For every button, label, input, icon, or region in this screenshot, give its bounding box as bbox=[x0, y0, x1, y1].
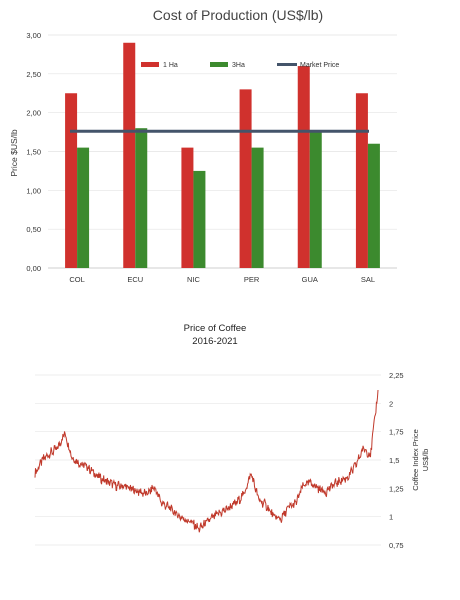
chart1-bar-col-3ha bbox=[77, 147, 90, 268]
chart2-y-tick-label: 1 bbox=[389, 513, 393, 522]
chart1-y-tick-label: 0,50 bbox=[26, 225, 41, 234]
chart2-y-tick-label: 2,25 bbox=[389, 371, 404, 380]
chart1-x-tick-label: GUA bbox=[302, 275, 318, 284]
legend-label-3ha: 3Ha bbox=[232, 62, 245, 69]
chart1-bar-gua-3ha bbox=[309, 132, 322, 268]
coffee-price-line bbox=[34, 389, 379, 533]
chart1-y-tick-label: 1,50 bbox=[26, 148, 41, 157]
chart1-bar-ecu-1ha bbox=[123, 42, 136, 269]
chart1-x-tick-label: PER bbox=[244, 275, 260, 284]
price-of-coffee-chart: Price of Coffee 2016-2021 0,75 1 1,25 1,5 1,… bbox=[34, 323, 430, 550]
chart2-subtitle: 2016-2021 bbox=[192, 336, 237, 347]
chart1-bar-sal-1ha bbox=[355, 93, 368, 268]
legend-swatch-3ha bbox=[210, 62, 228, 67]
chart2-y-axis-label-line2: US$/lb bbox=[421, 449, 430, 472]
chart1-y-tick-label: 0,00 bbox=[26, 264, 41, 273]
cost-of-production-chart: Cost of Production (US$/lb) Price $US/lb… bbox=[9, 7, 397, 284]
chart1-x-tick-label: ECU bbox=[127, 275, 143, 284]
chart1-y-tick-label: 2,00 bbox=[26, 109, 41, 118]
chart2-y-tick-label: 1,75 bbox=[389, 428, 404, 437]
chart2-title: Price of Coffee bbox=[184, 323, 247, 334]
chart1-y-tick-label: 3,00 bbox=[26, 31, 41, 40]
chart1-title: Cost of Production (US$/lb) bbox=[153, 7, 323, 23]
chart1-bar-per-3ha bbox=[251, 147, 264, 268]
chart2-y-axis-label: Coffee Index PriceUS$/lb bbox=[411, 429, 430, 491]
chart1-bar-nic-3ha bbox=[193, 170, 206, 268]
legend-label-1ha: 1 Ha bbox=[163, 62, 178, 69]
chart1-x-tick-label: SAL bbox=[361, 275, 375, 284]
chart2-y-tick-label: 1,5 bbox=[389, 456, 399, 465]
chart1-y-axis-label: Price $US/lb bbox=[9, 129, 19, 177]
legend-swatch-1ha bbox=[141, 62, 159, 67]
chart1-x-tick-label: NIC bbox=[187, 275, 201, 284]
chart1-bar-per-1ha bbox=[239, 89, 252, 268]
chart2-y-tick-label: 2 bbox=[389, 399, 393, 408]
chart1-bar-gua-1ha bbox=[297, 66, 310, 268]
chart1-bar-sal-3ha bbox=[367, 143, 380, 268]
legend-label-market-price: Market Price bbox=[300, 62, 339, 69]
chart2-y-axis-label-line1: Coffee Index Price bbox=[411, 429, 420, 491]
chart1-x-tick-label: COL bbox=[69, 275, 84, 284]
chart1-y-tick-label: 1,00 bbox=[26, 186, 41, 195]
chart1-y-tick-label: 2,50 bbox=[26, 70, 41, 79]
chart1-bar-ecu-3ha bbox=[135, 128, 148, 268]
chart1-bar-col-1ha bbox=[65, 93, 78, 268]
chart2-y-tick-label: 0,75 bbox=[389, 541, 404, 550]
chart1-bar-nic-1ha bbox=[181, 147, 194, 268]
chart2-y-tick-label: 1,25 bbox=[389, 484, 404, 493]
